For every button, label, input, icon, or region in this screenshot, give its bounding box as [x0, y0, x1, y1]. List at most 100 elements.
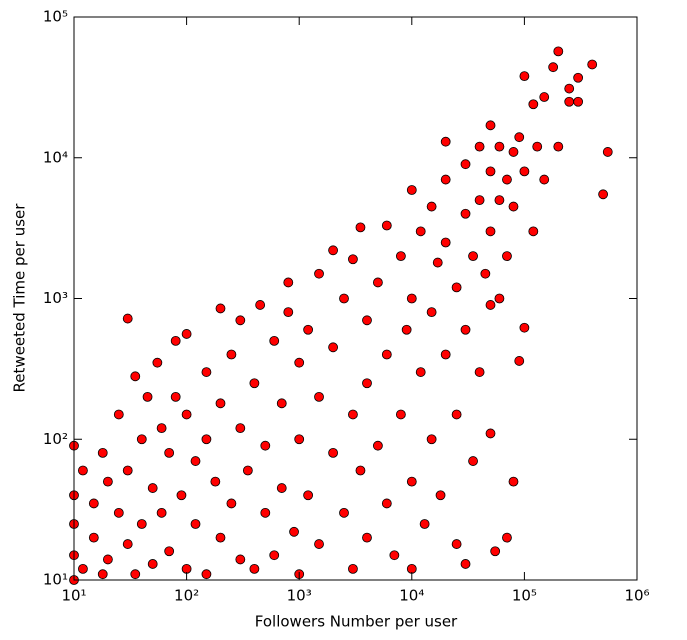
point — [587, 59, 598, 70]
point — [528, 226, 539, 237]
point — [485, 428, 496, 439]
point — [147, 483, 158, 493]
point — [468, 456, 478, 466]
point — [314, 268, 324, 279]
point — [215, 303, 226, 314]
point — [283, 307, 294, 318]
point — [303, 490, 314, 501]
point — [373, 277, 383, 288]
point — [355, 222, 366, 233]
y-tick-label: 10³ — [43, 289, 68, 307]
point — [474, 367, 485, 377]
point — [156, 507, 167, 518]
point — [260, 507, 271, 518]
point — [432, 257, 443, 268]
point — [176, 490, 187, 501]
point — [210, 476, 221, 487]
point — [97, 569, 108, 580]
x-tick-label: 10¹ — [61, 587, 86, 605]
point — [249, 378, 260, 389]
point — [269, 335, 280, 346]
point — [502, 532, 512, 543]
point — [485, 120, 496, 131]
point — [494, 293, 505, 304]
point — [339, 293, 349, 304]
y-tick-label: 10⁴ — [43, 148, 68, 166]
point — [440, 174, 451, 185]
point — [97, 447, 108, 458]
x-tick-label: 10² — [174, 587, 199, 605]
x-tick-label: 10⁴ — [399, 587, 424, 605]
point — [553, 46, 564, 57]
point — [573, 96, 584, 107]
point — [460, 559, 471, 569]
point — [235, 315, 246, 326]
y-tick-label: 10¹ — [43, 571, 68, 589]
point — [314, 539, 324, 549]
points — [69, 46, 613, 585]
point — [528, 99, 539, 110]
point — [276, 398, 287, 409]
point — [362, 315, 372, 326]
point — [440, 136, 451, 147]
point — [474, 141, 485, 152]
point — [102, 476, 113, 487]
point — [460, 324, 471, 335]
point — [381, 498, 392, 509]
point — [170, 391, 181, 402]
point — [242, 465, 253, 476]
point — [190, 456, 201, 466]
point — [130, 569, 141, 580]
point — [406, 293, 417, 304]
point — [201, 434, 212, 445]
point — [260, 440, 271, 451]
point — [294, 357, 305, 368]
point — [502, 251, 512, 262]
point — [564, 83, 575, 94]
point — [494, 195, 505, 206]
point — [553, 141, 564, 152]
point — [381, 349, 392, 360]
point — [102, 554, 113, 565]
point — [598, 189, 609, 200]
point — [426, 434, 437, 445]
point — [494, 141, 505, 152]
point — [164, 447, 175, 458]
point — [490, 546, 501, 557]
point — [440, 237, 451, 248]
point — [508, 147, 519, 157]
point — [147, 559, 158, 569]
point — [201, 367, 212, 377]
point — [426, 307, 437, 318]
point — [122, 539, 133, 549]
point — [136, 519, 147, 529]
point — [532, 141, 543, 152]
point — [88, 498, 99, 509]
point — [389, 550, 400, 561]
point — [602, 147, 613, 157]
point — [113, 507, 124, 518]
point — [339, 507, 349, 518]
point — [215, 398, 226, 409]
point — [514, 356, 525, 366]
point — [78, 465, 88, 476]
point — [164, 546, 175, 557]
point — [78, 563, 88, 574]
point — [480, 268, 491, 279]
point — [485, 226, 496, 237]
point — [406, 476, 417, 487]
point — [136, 434, 147, 445]
point — [415, 226, 426, 237]
point — [294, 434, 305, 445]
point — [548, 62, 559, 73]
point — [255, 300, 266, 310]
point — [474, 195, 485, 206]
point — [226, 349, 237, 360]
point — [362, 532, 372, 543]
point — [401, 324, 412, 335]
point — [152, 357, 163, 368]
point — [460, 159, 471, 170]
point — [88, 532, 99, 543]
point — [235, 554, 246, 565]
point — [373, 440, 383, 451]
